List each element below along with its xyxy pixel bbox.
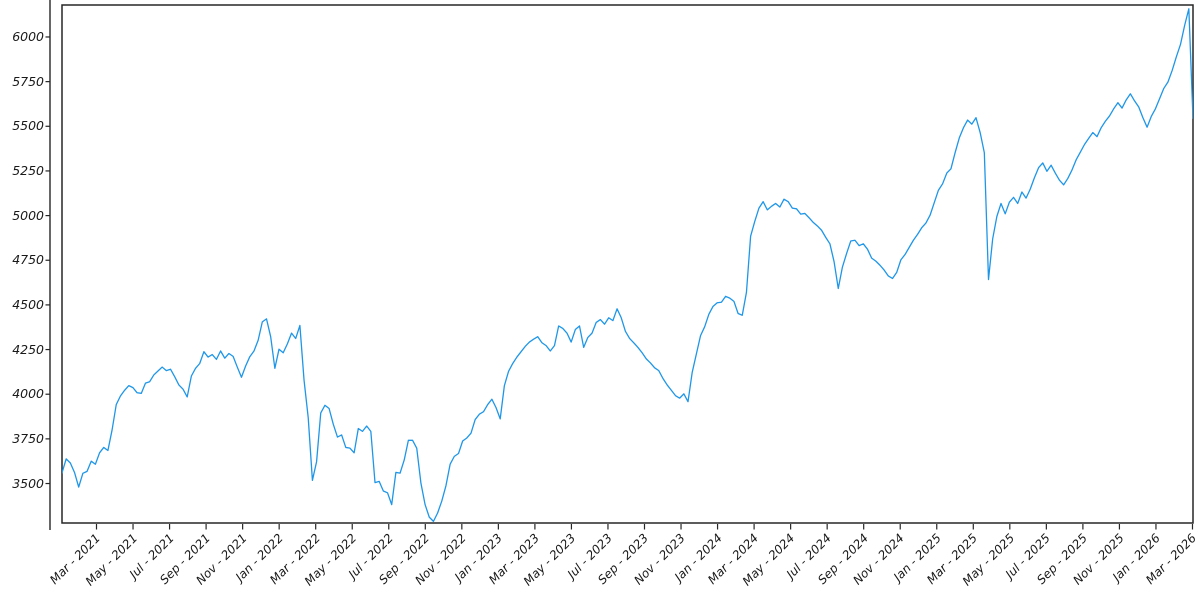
y-tick-marks	[45, 36, 50, 485]
y-tick-label: 6000	[12, 28, 44, 44]
y-tick-label: 3500	[12, 475, 44, 491]
price-line-series	[62, 8, 1193, 523]
x-tick-marks	[95, 524, 1194, 530]
y-tick-label: 5000	[12, 207, 44, 223]
y-tick-label: 4250	[12, 341, 44, 357]
y-tick-label: 4500	[12, 296, 44, 312]
y-tick-label: 4000	[12, 386, 44, 402]
plot-frame	[61, 4, 1194, 524]
y-tick-label: 5250	[12, 162, 44, 178]
y-tick-label: 5750	[12, 73, 44, 89]
y-tick-label: 5500	[12, 118, 44, 134]
y-tick-label: 4750	[12, 252, 44, 268]
y-tick-label: 3750	[12, 430, 44, 446]
